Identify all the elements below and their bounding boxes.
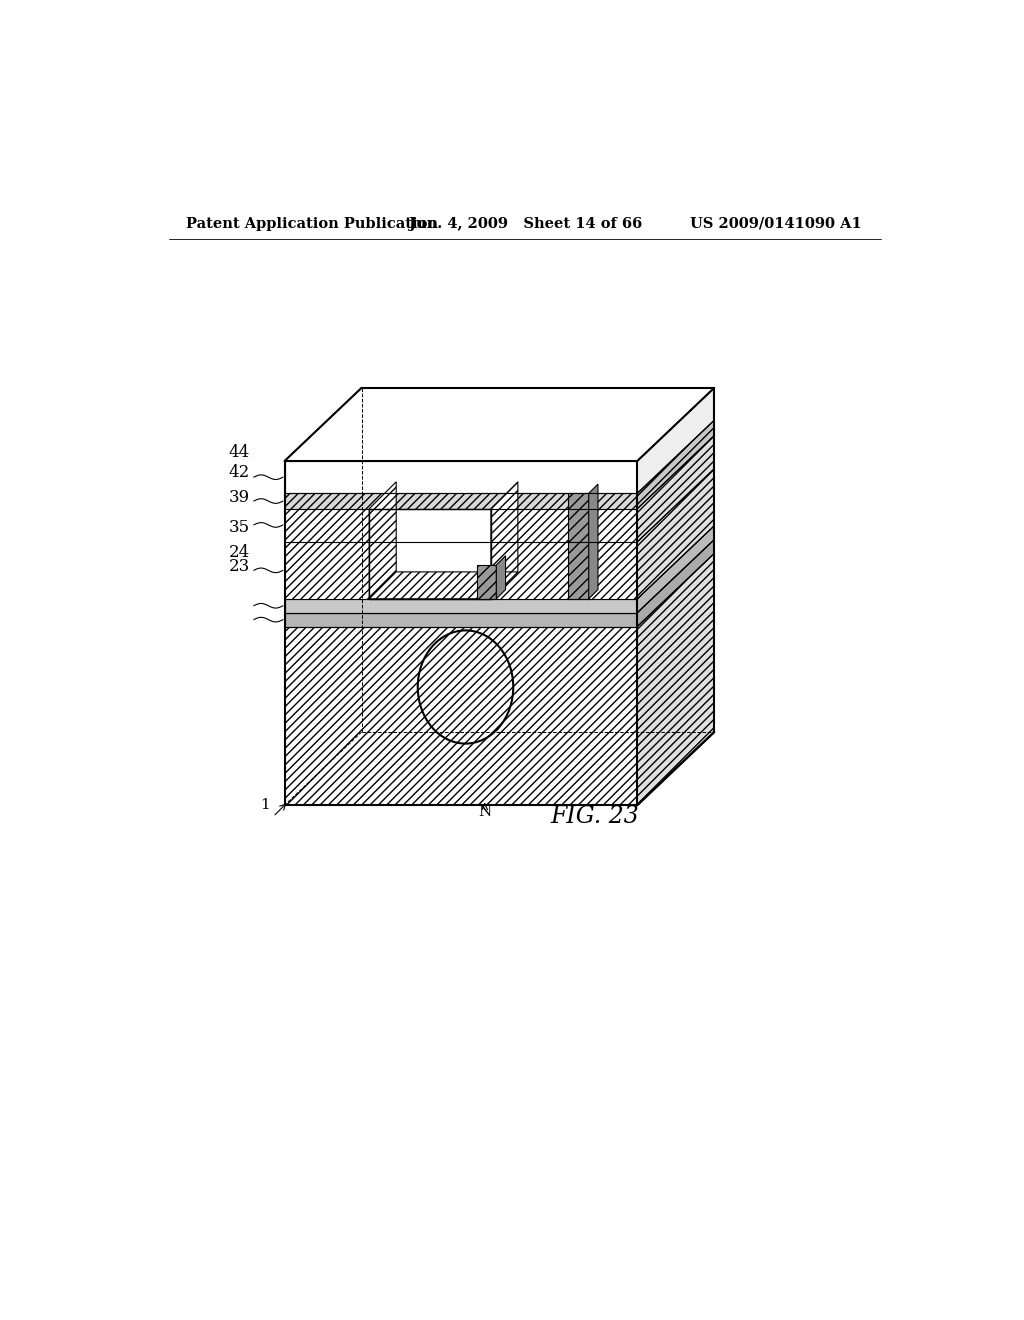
Polygon shape — [637, 525, 714, 612]
Polygon shape — [589, 484, 598, 599]
Text: 44: 44 — [228, 444, 250, 461]
Polygon shape — [285, 469, 714, 543]
Polygon shape — [637, 553, 714, 805]
Polygon shape — [285, 599, 637, 612]
Polygon shape — [568, 494, 589, 599]
Polygon shape — [637, 420, 714, 508]
Polygon shape — [285, 388, 714, 461]
Polygon shape — [370, 572, 518, 599]
Text: 24: 24 — [228, 544, 250, 561]
Polygon shape — [637, 469, 714, 599]
Polygon shape — [285, 420, 714, 494]
Polygon shape — [285, 525, 714, 599]
Polygon shape — [285, 627, 637, 805]
Polygon shape — [370, 482, 396, 599]
Text: Jun. 4, 2009   Sheet 14 of 66: Jun. 4, 2009 Sheet 14 of 66 — [410, 216, 642, 231]
Text: N: N — [478, 805, 492, 820]
Polygon shape — [370, 508, 490, 599]
Text: 1: 1 — [260, 799, 270, 812]
Polygon shape — [285, 508, 637, 543]
Polygon shape — [637, 388, 714, 494]
Polygon shape — [285, 540, 714, 612]
Polygon shape — [285, 612, 637, 627]
Polygon shape — [637, 540, 714, 627]
Ellipse shape — [418, 631, 513, 743]
Polygon shape — [477, 565, 497, 599]
Polygon shape — [285, 494, 637, 508]
Polygon shape — [497, 556, 506, 599]
Text: FIG. 23: FIG. 23 — [550, 805, 639, 828]
Text: 23: 23 — [228, 558, 250, 576]
Polygon shape — [637, 436, 714, 543]
Text: US 2009/0141090 A1: US 2009/0141090 A1 — [690, 216, 862, 231]
Text: 35: 35 — [228, 520, 250, 536]
Polygon shape — [285, 543, 637, 599]
Polygon shape — [285, 461, 637, 494]
Polygon shape — [285, 436, 714, 508]
Text: Patent Application Publication: Patent Application Publication — [186, 216, 438, 231]
Text: 42: 42 — [228, 465, 250, 480]
Polygon shape — [490, 482, 518, 599]
Polygon shape — [285, 553, 714, 627]
Text: 39: 39 — [228, 488, 250, 506]
